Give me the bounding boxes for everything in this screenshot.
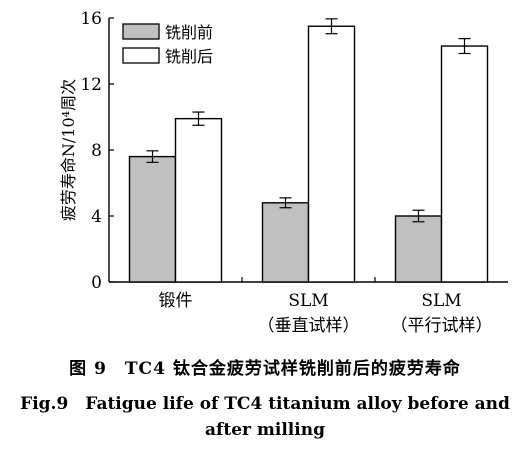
x-category-label: 锻件 [159,291,193,311]
x-category-label: SLM [421,291,461,311]
figure-caption-en-line1: Fig.9 Fatigue life of TC4 titanium alloy… [20,394,510,414]
bar-before-milling [394,215,443,283]
x-category-sublabel: （平行试样） [391,316,493,336]
bar-before-milling [261,202,310,283]
bar-after-milling [307,25,356,283]
legend-label-before-milling: 铣削前 [165,23,213,42]
y-tick-label: 12 [80,75,102,95]
bar-before-milling [128,155,177,283]
bar-after-milling [440,45,489,283]
y-tick-label: 4 [91,207,102,227]
x-category-label: SLM [288,291,328,311]
x-category-sublabel: （垂直试样） [258,316,360,336]
bar-after-milling [174,117,223,283]
y-tick-label: 0 [91,273,102,293]
y-tick-label: 16 [80,9,102,29]
legend-swatch-after-milling [122,47,160,64]
figure-caption-zh: 图 9 TC4 钛合金疲劳试样铣削前后的疲劳寿命 [69,359,461,379]
legend-swatch-before-milling [122,23,160,40]
y-axis-label: 疲劳寿命N/10⁴周次 [59,79,78,221]
legend-label-after-milling: 铣削后 [165,47,213,66]
y-tick-label: 8 [91,141,102,161]
figure-caption-en-line2: after milling [205,420,325,440]
